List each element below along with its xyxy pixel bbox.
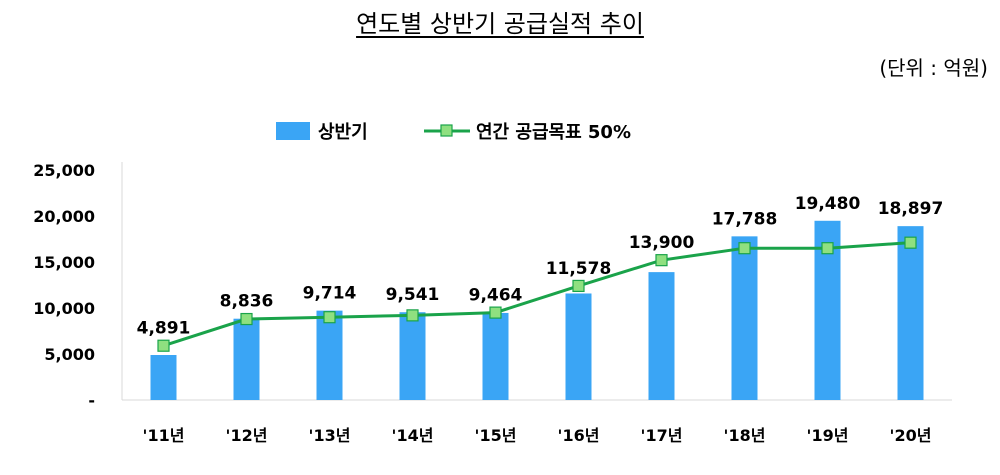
- unit-label: (단위 : 억원): [879, 56, 988, 80]
- y-tick-label: -: [88, 391, 95, 410]
- line-point: [489, 306, 502, 319]
- x-tick-label: '15년: [475, 426, 517, 445]
- y-tick-label: 5,000: [44, 345, 95, 364]
- data-label: 9,714: [303, 284, 357, 304]
- data-label: 11,578: [546, 259, 612, 279]
- data-label: 4,891: [137, 319, 191, 339]
- x-tick-label: '16년: [558, 426, 600, 445]
- line-point: [572, 279, 585, 293]
- y-axis: - 5,000 10,000 15,000 20,000 25,000: [33, 161, 123, 410]
- data-label: 8,836: [220, 292, 274, 312]
- data-label: 18,897: [878, 199, 944, 219]
- data-label: 9,464: [469, 286, 523, 306]
- line-path: [163, 241, 911, 348]
- data-label: 9,541: [386, 285, 440, 305]
- x-tick-label: '14년: [392, 426, 434, 445]
- line-point: [323, 311, 336, 324]
- y-tick-label: 15,000: [33, 253, 95, 272]
- line-point: [406, 309, 419, 322]
- line-point: [655, 254, 668, 267]
- bar: [897, 226, 924, 400]
- legend-swatch-marker: [440, 124, 453, 137]
- line-point: [904, 236, 917, 249]
- line-series: [157, 236, 917, 352]
- y-tick-label: 10,000: [33, 299, 95, 318]
- x-tick-label: '20년: [890, 426, 932, 445]
- bar: [565, 293, 592, 400]
- bar: [150, 355, 177, 400]
- y-tick-label: 20,000: [33, 207, 95, 226]
- x-tick-label: '17년: [641, 426, 683, 445]
- x-tick-label: '19년: [807, 426, 849, 445]
- bar: [648, 272, 675, 400]
- legend-label-line: 연간 공급목표 50%: [476, 122, 631, 143]
- x-tick-label: '18년: [724, 426, 766, 445]
- data-label: 13,900: [629, 233, 695, 253]
- legend-label-bar: 상반기: [318, 122, 368, 143]
- line-point: [821, 242, 834, 255]
- bar: [399, 312, 426, 400]
- bar: [731, 236, 758, 400]
- chart-title-text: 연도별 상반기 공급실적 추이: [356, 10, 644, 38]
- line-point: [240, 312, 253, 326]
- data-label: 17,788: [712, 209, 778, 229]
- bar: [233, 318, 260, 400]
- x-tick-label: '13년: [309, 426, 351, 445]
- line-point: [738, 242, 751, 255]
- y-tick-label: 25,000: [33, 161, 95, 180]
- bar: [482, 312, 509, 400]
- chart-title: 연도별 상반기 공급실적 추이: [0, 4, 1000, 39]
- data-label: 19,480: [795, 194, 861, 214]
- x-tick-label: '12년: [226, 426, 268, 445]
- legend-swatch-bar: [276, 122, 310, 140]
- bar-series: [150, 220, 924, 400]
- legend: 상반기 연간 공급목표 50%: [276, 122, 631, 143]
- x-tick-label: '11년: [143, 426, 185, 445]
- x-axis: '11년 '12년 '13년 '14년 '15년 '16년 '17년 '18년 '19년 '20년: [122, 399, 952, 445]
- line-point: [157, 339, 170, 352]
- data-labels: 4,891 8,836 9,714 9,541 9,464 11,578 13,900 17,…: [137, 194, 944, 339]
- bar: [316, 310, 343, 400]
